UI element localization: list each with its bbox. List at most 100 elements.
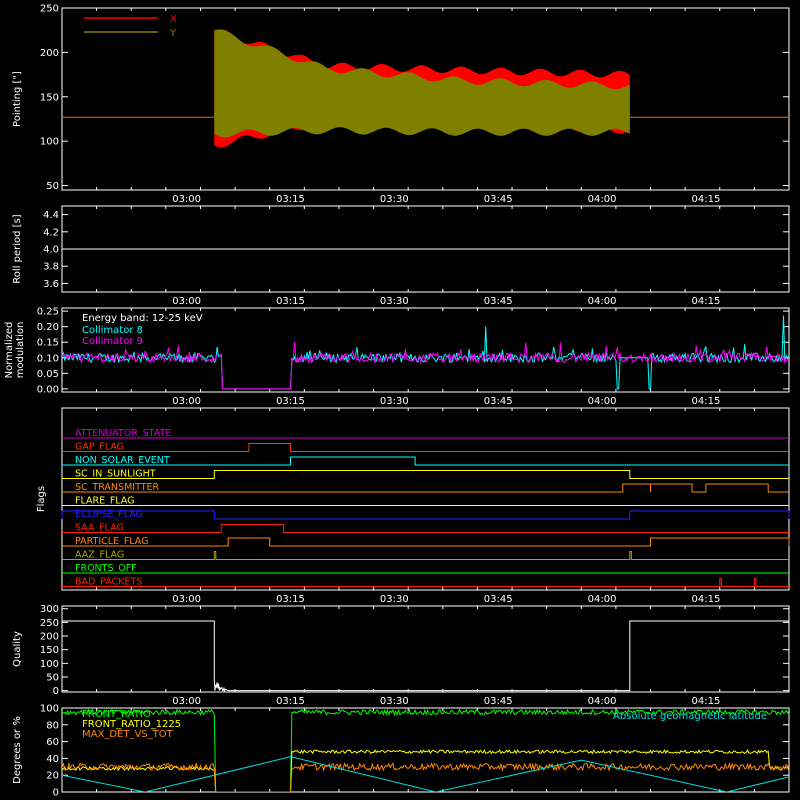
y-tick-label: 0.00 [37, 384, 59, 395]
flag-label: GAP_FLAG [75, 442, 124, 453]
flag-label: FLARE_FLAG [75, 496, 135, 507]
x-tick-label: 03:45 [484, 396, 513, 407]
y-tick-label: 100 [40, 704, 59, 715]
flag-label: SC_TRANSMITTER [75, 482, 160, 493]
series-envelope-y [214, 29, 630, 138]
legend-label: X [170, 14, 177, 25]
x-tick-label: 03:30 [380, 194, 409, 205]
panel-2: 03:00 03:15 03:30 03:45 04:00 04:15 3.6 3.8 4.0 4… [12, 205, 790, 307]
flag-trace [62, 537, 790, 547]
y-tick-label: 50 [46, 672, 59, 683]
panel-frame [61, 7, 790, 191]
flag-trace [62, 551, 789, 560]
y-tick-label: 60 [46, 737, 59, 748]
x-tick-label: 03:15 [276, 696, 305, 707]
x-tick-label: 03:00 [172, 594, 201, 605]
y-axis-label: modulation [15, 322, 26, 379]
panel-5: 03:00 03:15 03:30 03:45 04:00 04:15 0 50 100 150 2… [12, 604, 790, 707]
x-tick-label: 03:45 [484, 296, 513, 307]
flag-trace [62, 443, 789, 452]
panel-frame [61, 407, 790, 591]
legend-label: MAX_DET_VS_TOT [82, 729, 174, 740]
x-tick-label: 03:00 [172, 696, 201, 707]
y-axis-label: Roll period [s] [12, 214, 23, 283]
y-tick-label: 3.8 [43, 262, 59, 273]
x-tick-label: 04:15 [692, 194, 721, 205]
x-tick-label: 04:15 [692, 696, 721, 707]
flag-trace [62, 470, 789, 479]
panel-1: 03:00 03:15 03:30 03:45 04:00 04:15 50 100 150 20… [12, 4, 790, 205]
panel-frame [61, 707, 790, 793]
y-tick-label: 0 [53, 788, 59, 799]
y-tick-label: 150 [40, 645, 59, 656]
flag-label: ATTENUATOR_STATE [75, 428, 171, 439]
flag-trace [62, 578, 789, 587]
y-tick-label: 4.0 [43, 245, 59, 256]
panel-4: 03:00 03:15 03:30 03:45 04:00 04:15 Flags ATTEN… [36, 407, 790, 605]
flag-label: SC_IN_SUNLIGHT [75, 469, 156, 480]
flag-trace [62, 483, 789, 493]
flag-trace [62, 456, 789, 466]
y-tick-label: 0.20 [37, 322, 59, 333]
flag-label: ECLIPSE_FLAG [75, 509, 143, 520]
y-tick-label: 300 [40, 604, 59, 615]
series-collimator-8 [62, 315, 789, 390]
series-front-ratio [62, 708, 789, 792]
panel-frame [61, 307, 790, 393]
y-tick-label: 100 [40, 659, 59, 670]
y-tick-label: 0.15 [37, 338, 59, 349]
y-tick-label: 4.4 [43, 210, 59, 221]
y-axis-label: Flags [36, 486, 47, 512]
flag-label: NON_SOLAR_EVENT [75, 455, 170, 466]
flag-label: BAD_PACKETS [75, 577, 142, 588]
y-axis-label: Pointing ["] [12, 71, 23, 127]
x-tick-label: 04:15 [692, 594, 721, 605]
x-tick-label: 04:00 [588, 594, 617, 605]
panel-3: 03:00 03:15 03:30 03:45 04:00 04:15 0.00 0.05 0.… [4, 307, 790, 407]
flag-label: PARTICLE_FLAG [75, 536, 148, 547]
y-tick-label: 50 [46, 181, 59, 192]
flag-label: AAZ_FLAG [75, 550, 124, 561]
y-tick-label: 200 [40, 632, 59, 643]
x-tick-label: 04:15 [692, 296, 721, 307]
y-tick-label: 80 [46, 720, 59, 731]
series-collimator-9 [62, 342, 789, 390]
y-tick-label: 200 [40, 48, 59, 59]
legend-label: Y [169, 28, 177, 39]
legend-label: FRONT_RATIO_1225 [82, 719, 181, 730]
x-tick-label: 03:15 [276, 396, 305, 407]
y-tick-label: 0.25 [37, 307, 59, 318]
flag-label: SAA_FLAG [75, 523, 124, 534]
legend-label: Collimator 8 [82, 325, 143, 336]
x-tick-label: 03:00 [172, 194, 201, 205]
y-tick-label: 0.10 [37, 353, 59, 364]
flag-trace [62, 524, 789, 533]
geomagnetic-latitude-label: Absolute geomagnetic latitude [613, 711, 767, 722]
y-tick-label: 0.05 [37, 369, 59, 380]
quality-trace [62, 620, 789, 692]
x-tick-label: 03:15 [276, 194, 305, 205]
series-front-ratio-1225 [62, 748, 789, 792]
y-tick-label: 100 [40, 137, 59, 148]
x-tick-label: 03:00 [172, 396, 201, 407]
geomagnetic-latitude-line [62, 756, 789, 792]
x-tick-label: 03:30 [380, 594, 409, 605]
flag-label: FRONTS_OFF [75, 563, 137, 574]
y-tick-label: 150 [40, 92, 59, 103]
x-tick-label: 03:45 [484, 696, 513, 707]
legend-label: FRONT_RATIO [82, 709, 151, 720]
x-tick-label: 03:15 [276, 594, 305, 605]
x-tick-label: 04:00 [588, 696, 617, 707]
y-axis-label: Degrees or % [12, 716, 23, 784]
flag-trace [61, 510, 790, 520]
y-axis-label: Normalized [4, 322, 15, 379]
x-tick-label: 03:00 [172, 296, 201, 307]
legend-label: Collimator 9 [82, 336, 143, 347]
x-tick-label: 03:30 [380, 396, 409, 407]
series-max-det-vs-tot [62, 761, 789, 792]
y-tick-label: 250 [40, 4, 59, 15]
x-tick-label: 03:45 [484, 194, 513, 205]
x-tick-label: 03:45 [484, 594, 513, 605]
y-axis-label: Quality [12, 631, 23, 667]
